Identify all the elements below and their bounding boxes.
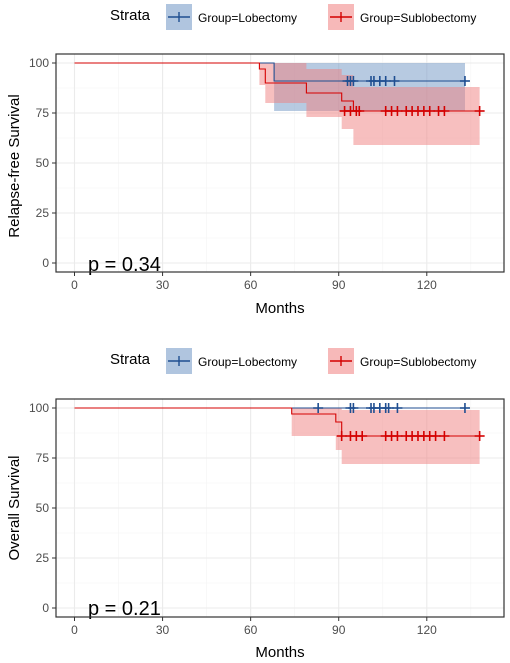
censor-mark-sublobectomy: [424, 106, 435, 116]
y-tick-label: 75: [36, 106, 50, 120]
y-tick-label: 100: [29, 56, 49, 70]
censor-mark-lobectomy: [459, 76, 470, 86]
censor-marks: [339, 76, 485, 116]
y-axis-title: Overall Survival: [6, 455, 23, 560]
censor-mark-sublobectomy: [392, 106, 403, 116]
censor-mark-lobectomy: [348, 403, 359, 413]
p-value-annotation: p = 0.34: [88, 254, 161, 276]
y-tick-label: 25: [36, 206, 50, 220]
confidence-band-sublobectomy: [74, 63, 480, 145]
confidence-bands: [74, 63, 480, 145]
x-tick-label: 30: [156, 278, 170, 292]
y-tick-label: 0: [42, 256, 49, 270]
censor-mark-lobectomy: [348, 76, 359, 86]
axis-ticks: 0 30 60 90 120 0 25 50 75 100: [29, 401, 437, 637]
x-axis-title: Months: [255, 300, 304, 317]
censor-mark-sublobectomy: [357, 431, 368, 441]
y-tick-label: 50: [36, 156, 50, 170]
censor-mark-sublobectomy: [354, 106, 365, 116]
x-tick-label: 60: [244, 278, 258, 292]
legend-label-sublobectomy: Group=Sublobectomy: [360, 355, 476, 369]
p-value-annotation: p = 0.21: [88, 598, 161, 620]
x-tick-label: 30: [156, 623, 170, 637]
x-tick-label: 120: [417, 278, 437, 292]
legend-label-sublobectomy: Group=Sublobectomy: [360, 11, 476, 25]
legend-title: Strata: [110, 7, 151, 24]
y-tick-label: 0: [42, 601, 49, 615]
y-tick-label: 100: [29, 401, 49, 415]
y-tick-label: 25: [36, 551, 50, 565]
y-tick-label: 75: [36, 451, 50, 465]
y-axis-title: Relapse-free Survival: [6, 94, 23, 237]
x-tick-label: 0: [71, 623, 78, 637]
relapse-free-survival-plot: p = 0.34 0 30 60 90 120 0 25 50 75 100 Months Rel…: [6, 53, 505, 317]
censor-mark-sublobectomy: [474, 106, 485, 116]
censor-mark-lobectomy: [383, 403, 394, 413]
x-tick-label: 90: [332, 278, 346, 292]
censor-mark-lobectomy: [392, 403, 403, 413]
x-tick-label: 120: [417, 623, 437, 637]
x-tick-label: 0: [71, 278, 78, 292]
x-tick-label: 60: [244, 623, 258, 637]
confidence-band-sublobectomy: [74, 408, 480, 464]
censor-mark-lobectomy: [380, 76, 391, 86]
censor-mark-sublobectomy: [474, 431, 485, 441]
x-axis-title: Months: [255, 644, 304, 661]
censor-mark-sublobectomy: [430, 431, 441, 441]
legend-panel-2: Strata Group=Lobectomy Group=Sublobectom…: [110, 348, 476, 374]
censor-marks: [313, 403, 485, 441]
censor-mark-lobectomy: [459, 403, 470, 413]
legend-label-lobectomy: Group=Lobectomy: [198, 11, 297, 25]
legend-panel-1: Strata Group=Lobectomy Group=Sublobectom…: [110, 4, 476, 30]
legend-title: Strata: [110, 351, 151, 368]
x-tick-label: 90: [332, 623, 346, 637]
axis-ticks: 0 30 60 90 120 0 25 50 75 100: [29, 56, 437, 292]
survival-line-sublobectomy: [74, 62, 480, 112]
overall-survival-plot: p = 0.21 0 30 60 90 120 0 25 50 75 100 Months Ove…: [6, 398, 505, 661]
legend-label-lobectomy: Group=Lobectomy: [198, 355, 297, 369]
censor-mark-lobectomy: [389, 76, 400, 86]
censor-mark-lobectomy: [313, 403, 324, 413]
confidence-bands: [74, 408, 480, 464]
censor-mark-sublobectomy: [439, 431, 450, 441]
censor-mark-sublobectomy: [392, 431, 403, 441]
censor-mark-sublobectomy: [439, 106, 450, 116]
y-tick-label: 50: [36, 501, 50, 515]
censor-mark-sublobectomy: [336, 431, 347, 441]
